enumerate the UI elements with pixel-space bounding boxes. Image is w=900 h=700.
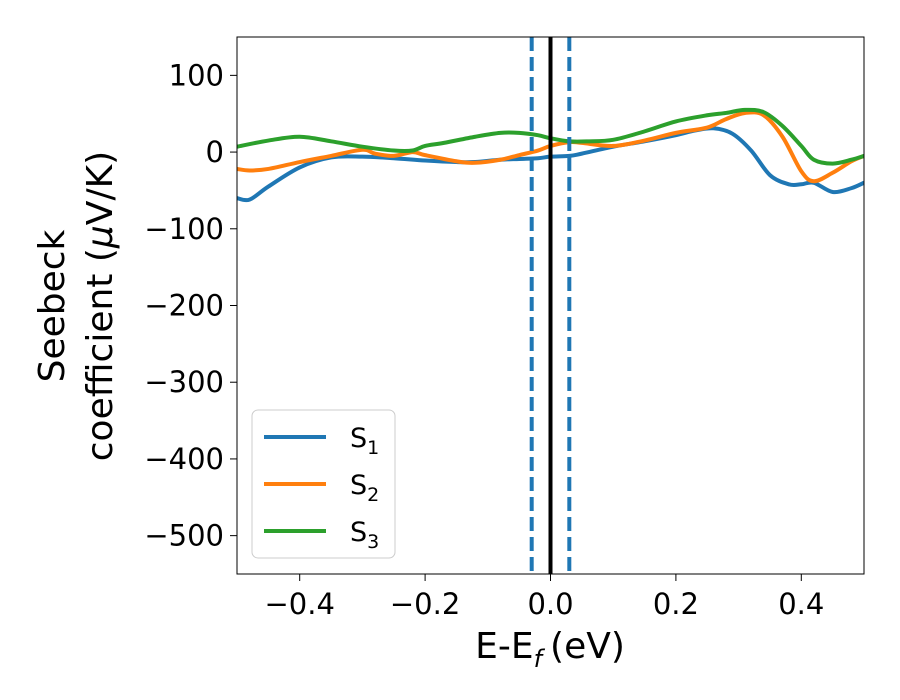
legend-label-s2: S2 (350, 470, 379, 506)
x-axis-ticks: −0.4 −0.2 0.0 0.2 0.4 (264, 574, 824, 621)
y-axis-title-line1: Seebeck (32, 229, 73, 382)
x-tick-label: −0.4 (264, 587, 334, 621)
y-tick-label: −400 (144, 442, 224, 476)
y-tick-label: −300 (144, 365, 224, 399)
y-tick-label: −200 (144, 289, 224, 323)
vertical-lines (529, 37, 572, 574)
y-tick-label: −500 (144, 519, 224, 553)
y-axis-ticks: 100 0 −100 −200 −300 −400 −500 (144, 58, 237, 553)
x-tick-label: 0.2 (653, 587, 699, 621)
x-tick-label: 0.0 (527, 587, 573, 621)
legend-label-s1: S1 (350, 423, 379, 459)
y-tick-label: −100 (144, 212, 224, 246)
y-tick-label: 100 (169, 58, 224, 92)
legend: S1 S2 S3 (251, 409, 396, 559)
x-tick-label: −0.2 (390, 587, 460, 621)
legend-label-s3: S3 (350, 517, 379, 553)
y-axis-title-line2: coefficient (μV/K) (80, 151, 121, 461)
x-tick-label: 0.4 (778, 587, 824, 621)
series-line-s1 (237, 126, 864, 203)
y-axis-title: Seebeck coefficient (μV/K) (32, 151, 121, 461)
y-tick-label: 0 (206, 135, 224, 169)
x-axis-title: E-Ef (eV) (475, 626, 625, 673)
